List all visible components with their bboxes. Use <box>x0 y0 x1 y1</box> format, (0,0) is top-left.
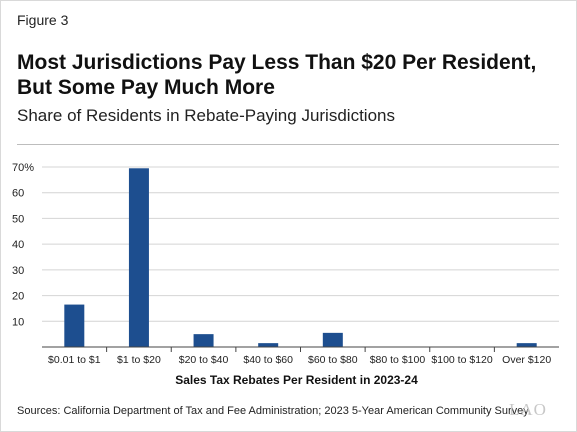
bar <box>322 332 343 347</box>
x-axis-ticks: $0.01 to $1 $1 to $20 $20 to $40 $40 to $60… <box>48 347 551 366</box>
title-divider <box>17 144 559 145</box>
chart-subtitle: Share of Residents in Rebate-Paying Juri… <box>17 106 395 125</box>
x-tick-label: $80 to $100 <box>370 354 426 366</box>
y-tick-label: 40 <box>12 239 24 251</box>
source-note: Sources: California Department of Tax an… <box>17 405 531 417</box>
y-tick-label: 10 <box>12 316 24 328</box>
x-tick-label: $20 to $40 <box>179 354 229 366</box>
x-tick-label: $100 to $120 <box>431 354 492 366</box>
figure-label: Figure 3 <box>17 12 69 28</box>
y-tick-label: 70% <box>12 162 34 174</box>
chart-title: Most Jurisdictions Pay Less Than $20 Per… <box>17 51 537 99</box>
bar-chart: 10 20 30 40 50 60 70% $0.01 to $1 $1 to $20 $20 … <box>12 162 559 387</box>
bar <box>64 304 85 347</box>
x-tick-label: $60 to $80 <box>308 354 358 366</box>
x-tick-label: $40 to $60 <box>243 354 293 366</box>
bar <box>193 334 214 347</box>
lao-logo: LAO <box>509 400 547 419</box>
x-tick-label: Over $120 <box>502 354 551 366</box>
bar <box>258 343 279 347</box>
bar <box>128 168 149 347</box>
y-tick-label: 30 <box>12 265 24 277</box>
y-tick-label: 50 <box>12 213 24 225</box>
gridlines <box>42 166 559 322</box>
x-axis-title: Sales Tax Rebates Per Resident in 2023-2… <box>175 373 418 387</box>
x-tick-label: $0.01 to $1 <box>48 354 101 366</box>
x-tick-label: $1 to $20 <box>117 354 161 366</box>
y-axis-ticks: 10 20 30 40 50 60 70% <box>12 162 34 328</box>
y-tick-label: 60 <box>12 188 24 200</box>
bar <box>516 343 537 347</box>
y-tick-label: 20 <box>12 291 24 303</box>
bars <box>64 168 537 347</box>
